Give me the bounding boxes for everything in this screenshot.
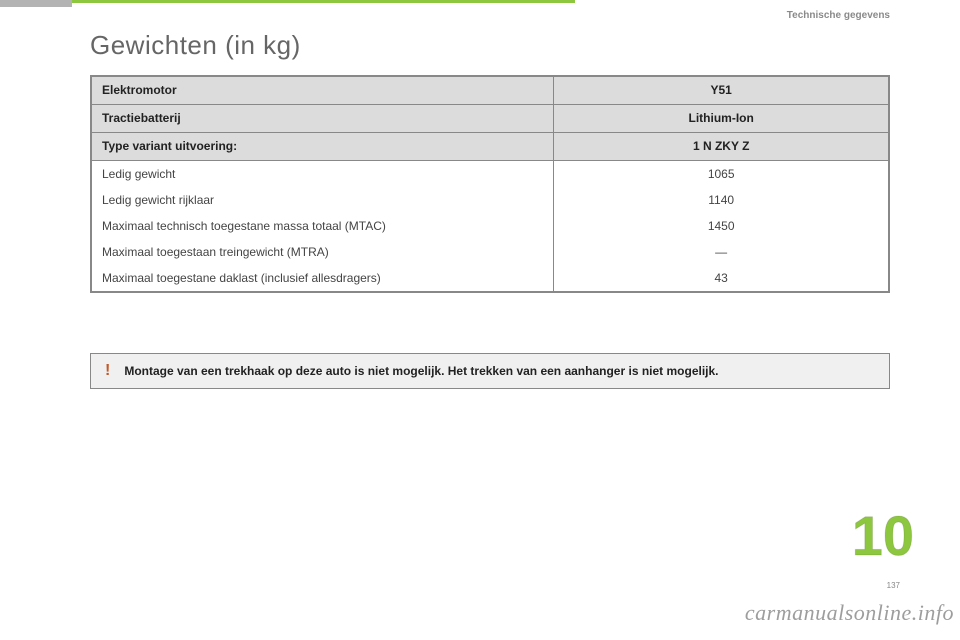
watermark: carmanualsonline.info (745, 600, 954, 626)
cell-label: Ledig gewicht (91, 160, 554, 187)
cell-label: Tractiebatterij (91, 104, 554, 132)
spec-table: Elektromotor Y51 Tractiebatterij Lithium… (90, 75, 890, 293)
accent-bar (0, 0, 575, 3)
table-row: Maximaal toegestane daklast (inclusief a… (91, 265, 889, 292)
page-title: Gewichten (in kg) (90, 30, 890, 61)
table-row: Ledig gewicht rijklaar 1140 (91, 187, 889, 213)
table-row: Elektromotor Y51 (91, 76, 889, 104)
cell-value: 1140 (554, 187, 889, 213)
cell-value: 1450 (554, 213, 889, 239)
table-row: Ledig gewicht 1065 (91, 160, 889, 187)
cell-label: Maximaal toegestane daklast (inclusief a… (91, 265, 554, 292)
cell-value: 43 (554, 265, 889, 292)
table-row: Maximaal technisch toegestane massa tota… (91, 213, 889, 239)
cell-label: Maximaal toegestaan treingewicht (MTRA) (91, 239, 554, 265)
cell-value: Lithium-Ion (554, 104, 889, 132)
accent-bar-left-cap (0, 0, 72, 7)
cell-label: Type variant uitvoering: (91, 132, 554, 160)
cell-value: 1 N ZKY Z (554, 132, 889, 160)
warning-box: ! Montage van een trekhaak op deze auto … (90, 353, 890, 389)
chapter-number: 10 (852, 503, 914, 568)
warning-icon: ! (105, 362, 110, 380)
warning-text: Montage van een trekhaak op deze auto is… (124, 364, 718, 378)
page: Technische gegevens Gewichten (in kg) El… (0, 0, 960, 389)
cell-value: Y51 (554, 76, 889, 104)
cell-label: Elektromotor (91, 76, 554, 104)
cell-value: — (554, 239, 889, 265)
table-row: Tractiebatterij Lithium-Ion (91, 104, 889, 132)
table-row: Type variant uitvoering: 1 N ZKY Z (91, 132, 889, 160)
cell-label: Ledig gewicht rijklaar (91, 187, 554, 213)
cell-label: Maximaal technisch toegestane massa tota… (91, 213, 554, 239)
page-number: 137 (887, 581, 900, 590)
table-row: Maximaal toegestaan treingewicht (MTRA) … (91, 239, 889, 265)
category-label: Technische gegevens (787, 10, 890, 21)
cell-value: 1065 (554, 160, 889, 187)
